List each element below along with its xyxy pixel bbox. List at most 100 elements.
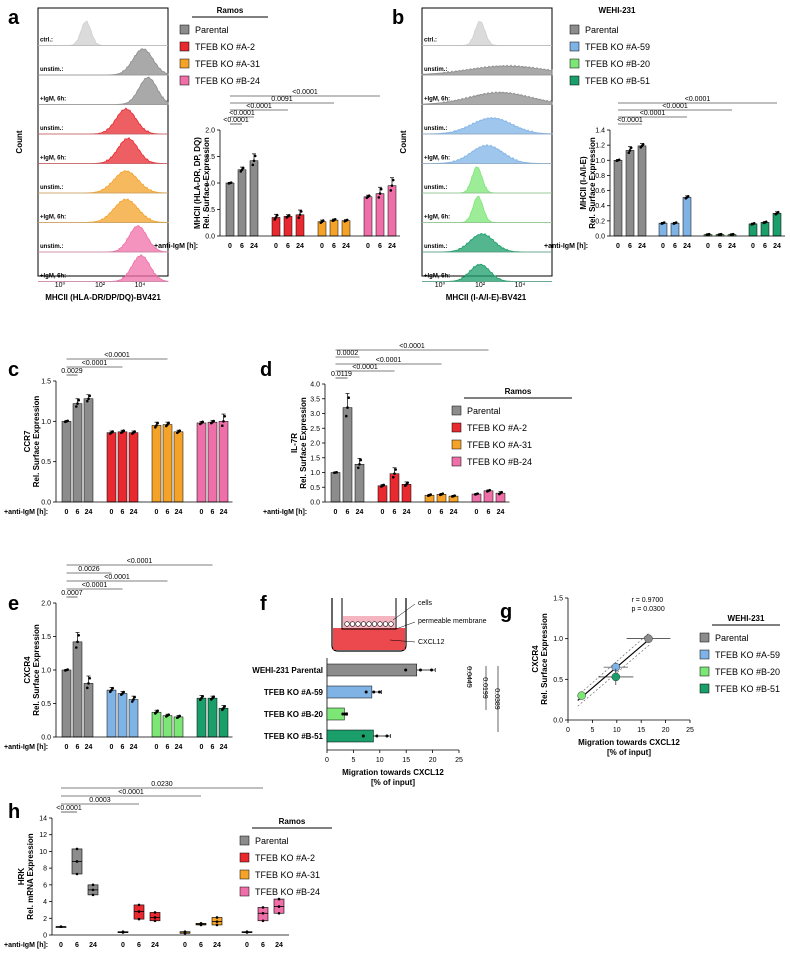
data-point xyxy=(88,394,91,398)
data-point xyxy=(111,430,114,433)
legend-title: Ramos xyxy=(505,387,532,396)
histogram-row-label: unstim.: xyxy=(40,244,63,250)
bar-Parental xyxy=(225,182,235,237)
y-tick-label: 0.4 xyxy=(595,203,605,210)
bar-TFEB KO #B-24 xyxy=(207,421,218,503)
x-tick-label: 10 xyxy=(376,757,384,764)
panel-f: cells permeable membrane CXCL12 WEHI-231 Pa… xyxy=(252,598,500,787)
flow-histograms-b: ctrl.: unstim.: +IgM, 6h: unstim.: +IgM, 6h:… xyxy=(421,20,553,282)
data-point xyxy=(167,421,170,425)
timepoint-label: 0 xyxy=(475,509,479,516)
legend-item: TFEB KO #B-24 xyxy=(255,887,320,897)
bar-TFEB KO #B-51 xyxy=(218,707,229,738)
p-value-label: <0.0001 xyxy=(82,582,108,589)
data-point xyxy=(345,414,348,418)
data-point xyxy=(385,734,389,738)
data-point xyxy=(133,695,136,699)
p-value-label: 0.0029 xyxy=(61,368,83,375)
histogram-row-label: +IgM, 6h: xyxy=(40,215,66,221)
y-tick-label: 1.0 xyxy=(595,158,605,165)
data-point xyxy=(476,492,480,495)
data-point xyxy=(201,420,204,424)
timepoint-label: 0 xyxy=(274,243,278,250)
timepoint-label: 24 xyxy=(151,942,159,949)
timepoint-label: 24 xyxy=(403,509,411,516)
data-point xyxy=(345,712,349,716)
legend-item: Parental xyxy=(467,406,501,416)
legend-title: WEHI-231 xyxy=(728,614,765,623)
panel-letter-c: c xyxy=(8,359,19,381)
bar-TFEB KO #A-31 xyxy=(317,221,327,237)
legend-title: WEHI-231 xyxy=(599,6,636,15)
legend-swatch xyxy=(569,41,580,52)
y-axis-label: Rel. Surface Expression xyxy=(299,397,308,489)
treatment-label: +anti-IgM [h]: xyxy=(544,243,588,250)
data-point xyxy=(418,668,422,672)
data-point xyxy=(132,698,135,701)
data-point xyxy=(731,232,735,236)
timepoint-label: 0 xyxy=(200,744,204,751)
bar-TFEB KO #B-24 xyxy=(196,422,207,503)
data-point xyxy=(133,430,136,433)
pointer xyxy=(392,603,416,621)
p-value-label: <0.0001 xyxy=(223,117,249,124)
panel-letter-e: e xyxy=(8,593,19,615)
bar-Parental xyxy=(72,403,83,503)
data-point xyxy=(252,159,256,163)
legend-swatch xyxy=(699,666,710,677)
data-point xyxy=(222,706,225,710)
treatment-label: +anti-IgM [h]: xyxy=(4,744,48,751)
legend-item: TFEB KO #B-51 xyxy=(585,76,650,86)
data-point xyxy=(212,419,215,423)
legend: WEHI-231 Parental TFEB KO #A-59 TFEB KO #B-… xyxy=(699,614,780,694)
p-value-label: 0.0091 xyxy=(271,96,293,103)
y-tick-label: 0.5 xyxy=(205,207,215,214)
histogram-1 xyxy=(421,64,553,76)
bar-Parental xyxy=(237,169,247,237)
data-point xyxy=(277,897,281,901)
data-point xyxy=(253,154,257,158)
y-tick-label: 0.0 xyxy=(310,500,320,507)
treatment-label: +anti-IgM [h]: xyxy=(263,509,307,516)
timepoint-label: 0 xyxy=(428,509,432,516)
bar-Parental xyxy=(72,641,83,738)
timepoint-label: 24 xyxy=(450,509,458,516)
x-tick-label: 25 xyxy=(686,727,694,734)
legend-swatch xyxy=(179,24,190,35)
y-tick-label: 0.5 xyxy=(553,677,563,684)
legend-title: Ramos xyxy=(279,817,306,826)
timepoint-label: 6 xyxy=(199,942,203,949)
timepoint-label: 24 xyxy=(497,509,505,516)
y-tick-label: 1.0 xyxy=(205,181,215,188)
y-tick-label: 0.5 xyxy=(41,459,51,466)
timepoint-label: 6 xyxy=(346,509,350,516)
data-point xyxy=(378,192,382,195)
p-value-label: 0.0230 xyxy=(151,781,173,788)
scatter-point-TFEB KO #B-51 xyxy=(611,672,621,682)
cell-icon xyxy=(344,621,350,627)
x-axis-label: [% of input] xyxy=(371,778,415,787)
data-point xyxy=(245,930,249,933)
data-point xyxy=(241,166,245,170)
timepoint-label: 0 xyxy=(110,744,114,751)
y-tick-label: 1.4 xyxy=(595,128,605,135)
timepoint-label: 6 xyxy=(261,942,265,949)
flow-b-xtick-2: 10⁴ xyxy=(515,282,526,289)
data-point xyxy=(75,405,78,408)
panel-letter-g: g xyxy=(500,601,512,623)
bar-TFEB KO #B-20 xyxy=(151,711,162,738)
histogram-row-label: unstim.: xyxy=(424,126,447,132)
y-tick-label: 8 xyxy=(43,866,47,873)
y-tick-label: 0.0 xyxy=(205,234,215,241)
pointer xyxy=(389,639,416,643)
data-point xyxy=(261,911,265,915)
y-tick-label: 0 xyxy=(43,933,47,940)
p-value-label: <0.0001 xyxy=(685,96,711,103)
bar-TFEB KO #B-24 xyxy=(363,196,373,237)
data-point xyxy=(406,481,410,484)
p-value-label: <0.0001 xyxy=(399,343,425,350)
legend: WEHI-231 Parental TFEB KO #A-59 TFEB KO #B-… xyxy=(569,6,650,86)
y-tick-label: 3.5 xyxy=(310,396,320,403)
data-point xyxy=(154,426,157,429)
data-point xyxy=(137,903,141,907)
